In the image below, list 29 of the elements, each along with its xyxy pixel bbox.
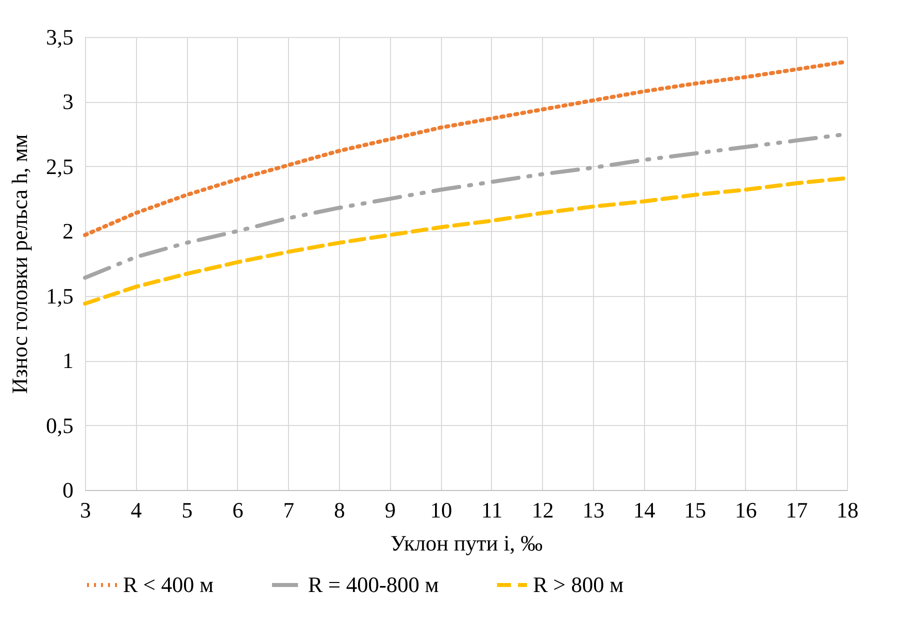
legend-label: R > 800 м [533,572,624,597]
x-tick-label: 11 [481,498,502,522]
y-tick-label: 3,5 [46,24,74,50]
x-tick-label: 16 [734,498,757,522]
y-tick-label: 0,5 [46,412,74,438]
legend-label: R < 400 м [123,572,214,597]
y-tick-label: 1 [62,348,74,374]
x-tick-label: 15 [684,498,706,522]
y-tick-label: 2,5 [46,154,74,179]
x-tick-label: 9 [384,498,396,522]
x-tick-label: 18 [836,498,858,522]
x-tick-label: 5 [182,498,193,522]
y-tick-label: 1,5 [46,283,74,308]
x-tick-label: 3 [80,498,91,522]
x-tick-label: 14 [633,498,656,522]
x-tick-label: 12 [532,498,554,522]
x-tick-label: 4 [130,498,142,522]
y-tick-label: 3 [62,89,74,114]
x-axis-title: Уклон пути i, ‰ [390,530,543,556]
y-axis-title: Износ головки рельса h, мм [7,134,32,394]
y-tick-label: 2 [62,218,74,244]
x-tick-label: 17 [786,498,808,522]
x-tick-label: 13 [582,498,604,522]
legend-label: R = 400-800 м [308,572,439,597]
x-tick-label: 8 [334,498,345,522]
x-tick-label: 10 [430,498,452,522]
x-tick-label: 6 [232,498,244,522]
x-tick-label: 7 [283,498,294,522]
y-tick-label: 0 [62,478,74,502]
